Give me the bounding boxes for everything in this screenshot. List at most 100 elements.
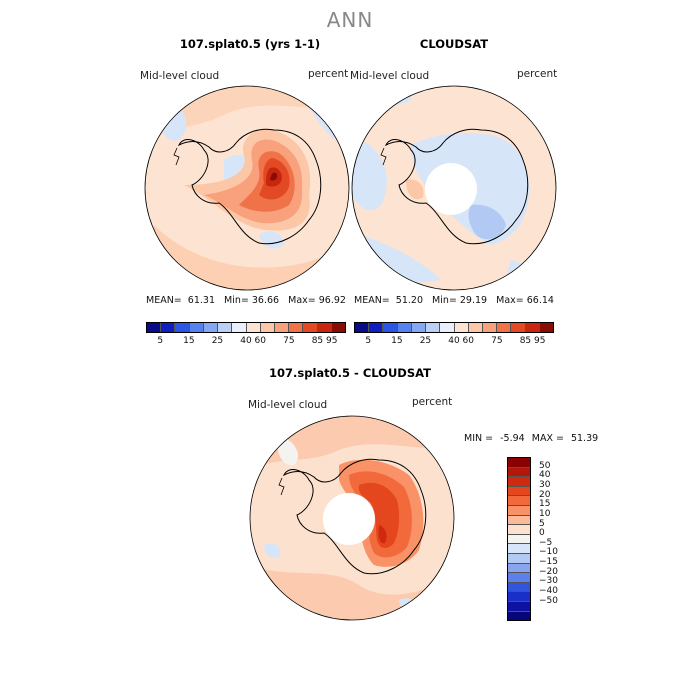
colorbar-tick-label: 15: [183, 336, 195, 346]
colorbar-swatch: [497, 323, 512, 332]
colorbar-tick-label: 15: [539, 499, 551, 510]
left-units-label: percent: [308, 68, 349, 80]
colorbar-swatch: [508, 525, 530, 535]
colorbar-swatch: [508, 544, 530, 554]
left-colorbar: [146, 322, 346, 333]
colorbar-tick-label: 30: [539, 479, 551, 490]
colorbar-swatch: [411, 323, 427, 332]
colorbar-tick-label: 40: [448, 336, 460, 346]
colorbar-tick-label: 40: [240, 336, 252, 346]
colorbar-swatch: [397, 323, 412, 332]
left-max-value: 96.92: [318, 295, 346, 306]
right-max-value: 66.14: [526, 295, 554, 306]
colorbar-swatch: [175, 323, 190, 332]
right-panel-title: CLOUDSAT: [419, 37, 489, 51]
colorbar-tick-label: 85: [519, 336, 532, 346]
diff-panel-title: 107.splat0.5 - CLOUDSAT: [269, 366, 431, 380]
colorbar-swatch: [508, 611, 530, 621]
colorbar-swatch: [246, 323, 261, 332]
colorbar-swatch: [161, 323, 176, 332]
colorbar-swatch: [468, 323, 483, 332]
colorbar-swatch: [508, 582, 530, 593]
colorbar-swatch: [508, 496, 530, 506]
left-max-label: Max=: [288, 295, 316, 306]
colorbar-swatch: [289, 323, 304, 332]
colorbar-swatch: [147, 323, 162, 332]
colorbar-swatch: [426, 323, 441, 332]
left-mean-label: MEAN=: [146, 295, 182, 306]
colorbar-swatch: [369, 323, 384, 332]
colorbar-tick-label: 0: [539, 528, 545, 539]
colorbar-swatch: [303, 323, 318, 332]
left-stats: MEAN= 61.31 Min= 36.66 Max= 96.92: [146, 295, 346, 306]
colorbar-tick-label: 40: [539, 470, 551, 481]
diff-colorbar: [507, 457, 531, 621]
colorbar-tick-label: 75: [491, 336, 503, 346]
colorbar-swatch: [508, 505, 530, 516]
colorbar-swatch: [525, 323, 540, 332]
colorbar-swatch: [189, 323, 204, 332]
colorbar-swatch: [508, 458, 530, 468]
colorbar-tick-label: 10: [539, 508, 551, 519]
colorbar-tick-label: 5: [157, 336, 164, 346]
left-min-label: Min=: [224, 295, 249, 306]
diff-polar-map: [249, 415, 455, 621]
colorbar-tick-label: 60: [462, 336, 475, 346]
diff-max-label: MAX =: [531, 433, 564, 444]
colorbar-tick-label: −20: [539, 566, 558, 577]
colorbar-swatch: [218, 323, 233, 332]
diff-max-value: 51.39: [570, 433, 599, 444]
colorbar-swatch: [482, 323, 498, 332]
colorbar-tick-label: 50: [539, 460, 551, 471]
diff-field-label: Mid-level cloud: [248, 399, 328, 411]
left-panel-title: 107.splat0.5 (yrs 1-1): [179, 37, 321, 51]
colorbar-tick-label: −50: [539, 595, 558, 606]
colorbar-tick-label: 20: [539, 489, 551, 500]
colorbar-tick-label: 5: [539, 518, 545, 529]
colorbar-tick-label: −40: [539, 586, 558, 597]
right-units-label: percent: [517, 68, 558, 80]
colorbar-tick-label: 95: [325, 336, 338, 346]
colorbar-swatch: [440, 323, 455, 332]
right-mean-value: 51.20: [395, 295, 423, 306]
diff-min-value: -5.94: [500, 433, 525, 444]
colorbar-tick-label: 25: [419, 336, 432, 346]
colorbar-swatch: [508, 573, 530, 583]
colorbar-swatch: [508, 592, 530, 602]
colorbar-swatch: [260, 323, 275, 332]
colorbar-swatch: [355, 323, 370, 332]
colorbar-tick-label: 75: [283, 336, 295, 346]
colorbar-swatch: [508, 601, 530, 612]
colorbar-tick-label: −5: [539, 537, 553, 548]
diff-units-label: percent: [412, 396, 453, 408]
colorbar-swatch: [331, 323, 346, 332]
colorbar-tick-label: −10: [539, 547, 558, 558]
colorbar-swatch: [508, 515, 530, 526]
colorbar-swatch: [232, 323, 247, 332]
left-polar-map: [144, 85, 350, 291]
right-min-value: 29.19: [459, 295, 488, 306]
colorbar-swatch: [508, 486, 530, 497]
colorbar-swatch: [274, 323, 290, 332]
colorbar-swatch: [508, 477, 530, 487]
colorbar-swatch: [317, 323, 332, 332]
colorbar-swatch: [508, 467, 530, 478]
colorbar-tick-label: −15: [539, 557, 558, 568]
right-colorbar: [354, 322, 554, 333]
colorbar-swatch: [508, 534, 530, 545]
right-min-label: Min=: [432, 295, 457, 306]
page-title: ANN: [326, 8, 374, 32]
colorbar-swatch: [539, 323, 554, 332]
colorbar-tick-label: 95: [533, 336, 546, 346]
colorbar-swatch: [383, 323, 398, 332]
right-stats: MEAN= 51.20 Min= 29.19 Max= 66.14: [354, 295, 554, 306]
colorbar-swatch: [203, 323, 219, 332]
right-mean-label: MEAN=: [354, 295, 390, 306]
colorbar-tick-label: 25: [211, 336, 224, 346]
diff-minmax: MIN = -5.94 MAX = 51.39: [464, 433, 598, 444]
colorbar-swatch: [508, 553, 530, 564]
colorbar-swatch: [511, 323, 526, 332]
right-field-label: Mid-level cloud: [350, 70, 430, 82]
colorbar-tick-label: −30: [539, 576, 558, 587]
left-min-value: 36.66: [251, 295, 280, 306]
